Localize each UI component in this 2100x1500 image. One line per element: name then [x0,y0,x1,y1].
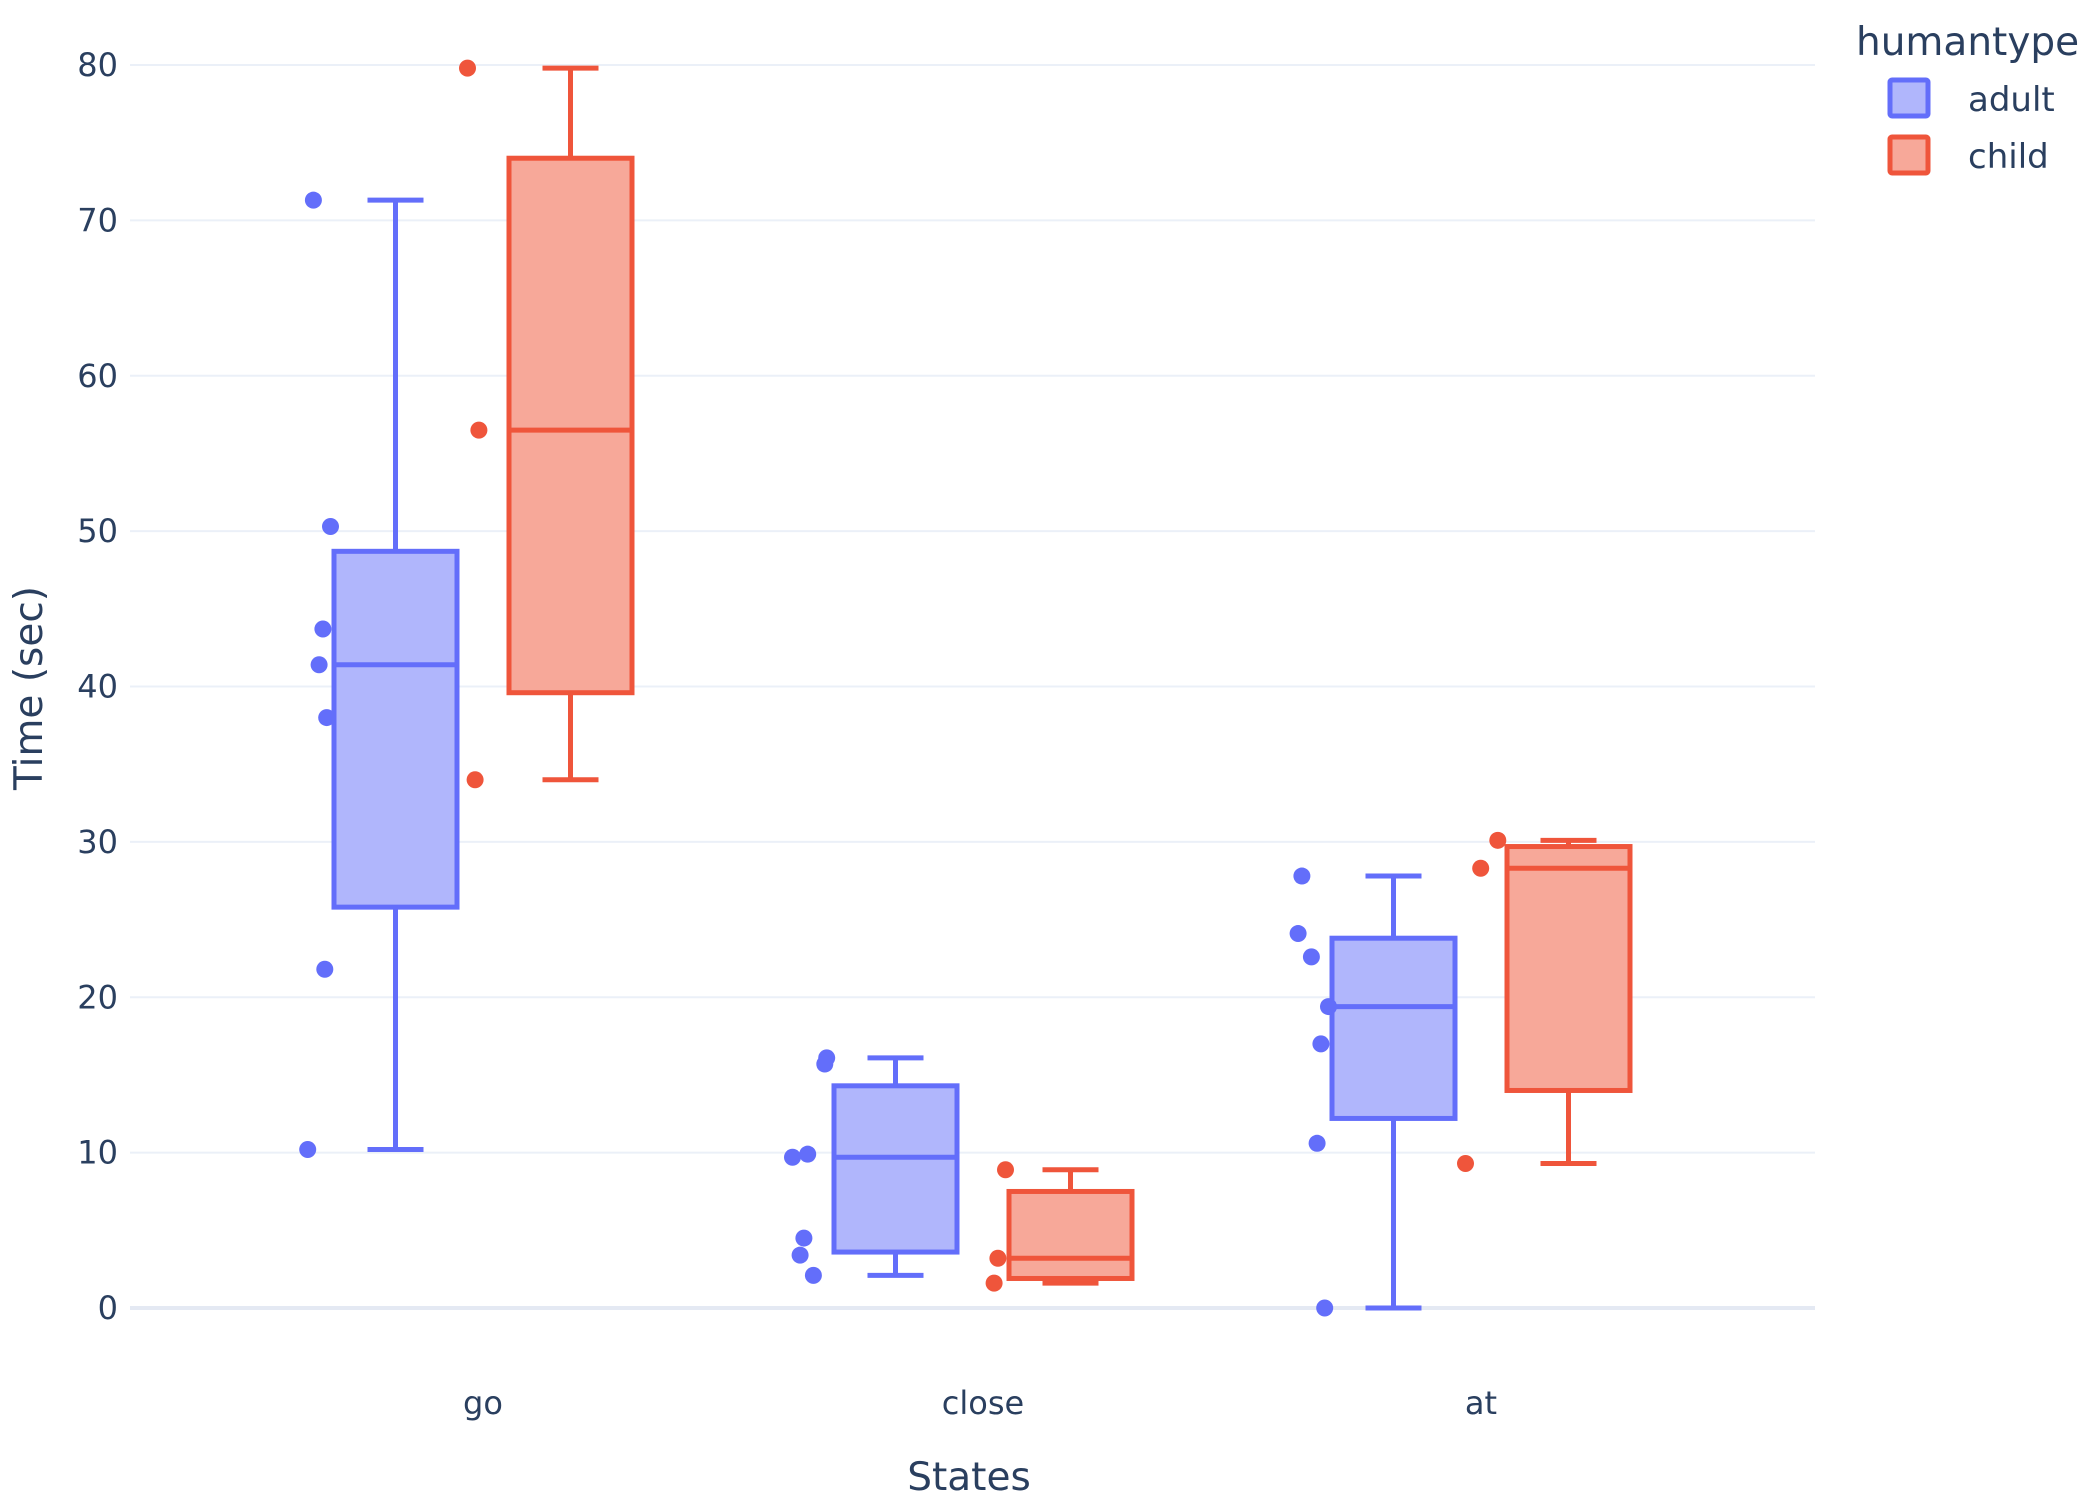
data-point [985,1274,1003,1292]
y-tick-label-50: 50 [77,512,118,550]
legend-item-adult[interactable]: adult [1887,77,2055,120]
data-point [997,1161,1014,1179]
x-tick-labels: go close at [463,1384,1497,1422]
data-point [459,59,476,77]
data-point [1489,831,1507,849]
x-tick-label-close: close [942,1384,1024,1422]
data-point [299,1141,317,1159]
data-point [466,771,484,789]
data-point [784,1148,801,1166]
data-point [1472,859,1490,877]
boxes [299,59,1633,1317]
y-tick-label-20: 20 [77,978,118,1016]
data-point [804,1266,822,1284]
data-point [799,1145,817,1163]
y-tick-label-0: 0 [98,1289,118,1327]
data-point [1289,925,1307,943]
legend-label-child: child [1968,137,2049,177]
data-point [470,421,488,439]
legend-item-child[interactable]: child [1887,134,2049,177]
data-point [1320,998,1337,1016]
y-axis-title: Time (sec) [7,586,52,791]
legend: humantype adult child [1856,20,2079,177]
legend-swatch-child [1887,134,1931,176]
data-point [1302,948,1320,966]
box-group-adult-go [299,191,460,1159]
box-iqr [506,155,635,696]
data-point [1293,867,1311,885]
y-tick-label-80: 80 [77,46,118,84]
data-point [795,1229,813,1247]
box-iqr [1329,935,1458,1121]
data-point [304,191,322,209]
x-tick-label-at: at [1465,1384,1497,1422]
data-point [310,656,328,674]
data-point [989,1249,1007,1267]
y-tick-label-60: 60 [77,357,118,395]
box-iqr [831,1083,960,1255]
box-iqr [1504,844,1633,1093]
y-tick-label-10: 10 [77,1134,118,1172]
data-point [314,620,332,638]
y-tick-labels: 0 10 20 30 40 50 60 70 80 [77,46,118,1327]
data-point [322,517,339,535]
data-point [1316,1299,1334,1317]
data-point [316,960,334,978]
box-group-child-close [985,1161,1135,1292]
y-tick-label-30: 30 [77,823,118,861]
legend-label-adult: adult [1968,80,2055,120]
x-tick-label-go: go [463,1384,503,1422]
data-point [1457,1155,1474,1173]
box-group-adult-close [784,1049,960,1284]
box-group-child-at [1457,831,1633,1173]
x-axis-title: States [907,1455,1031,1500]
box-group-adult-at [1289,867,1458,1317]
data-point [1312,1035,1330,1053]
data-point [816,1055,834,1073]
box-iqr [331,548,460,910]
y-tick-label-40: 40 [77,668,118,706]
data-point [1308,1134,1326,1152]
box-iqr [1006,1188,1135,1281]
data-point [318,709,336,727]
box-group-child-go [459,59,635,789]
legend-title: humantype [1856,20,2079,65]
legend-swatch-adult [1887,77,1931,119]
data-point [791,1246,809,1264]
y-tick-label-70: 70 [77,201,118,239]
